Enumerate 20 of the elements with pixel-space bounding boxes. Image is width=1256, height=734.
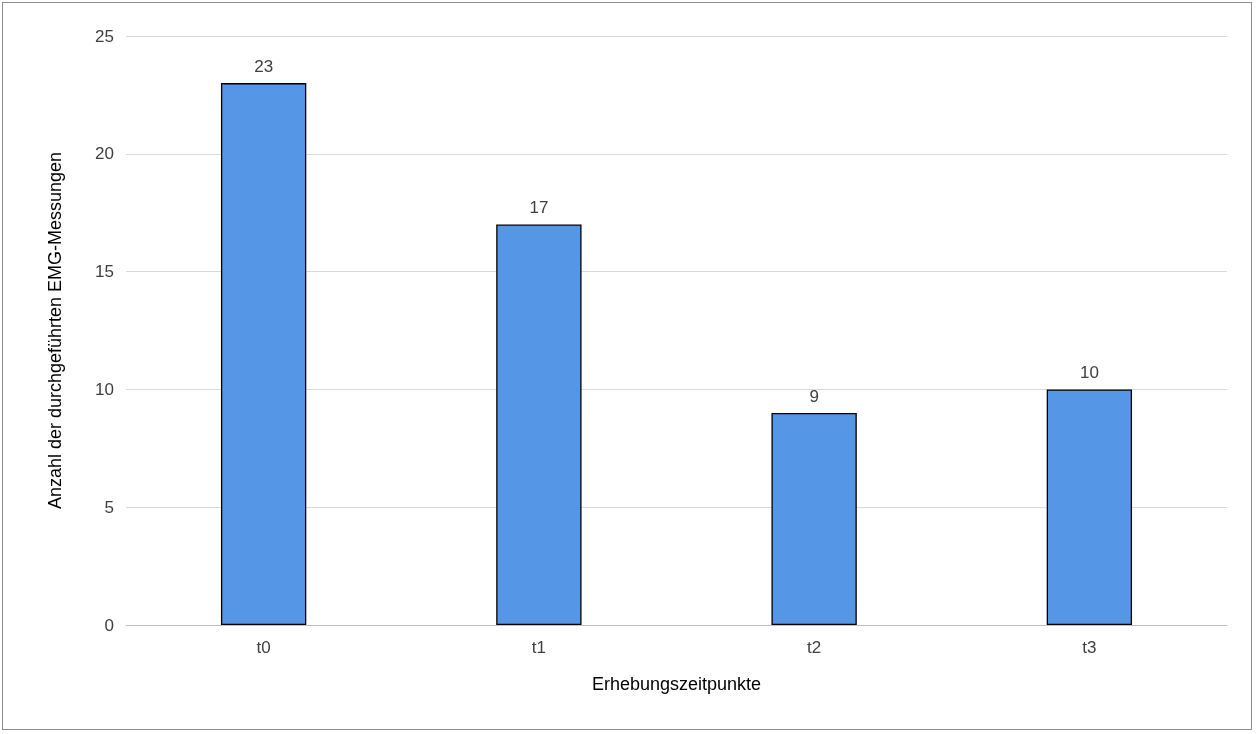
x-tick-label: t3 [1082,638,1097,657]
y-tick-label: 5 [104,497,114,517]
data-label: 10 [1079,363,1099,383]
data-label: 23 [254,57,274,77]
bar [220,83,307,625]
bar [771,412,857,625]
x-tick-label: t0 [256,638,271,657]
data-label: 9 [809,386,819,406]
bar [496,224,582,625]
data-label: 17 [529,198,549,218]
y-tick-label: 20 [95,144,114,164]
y-tick-label: 0 [104,615,114,635]
x-tick-label: t1 [531,638,546,657]
x-tick-label: t2 [807,638,822,657]
y-axis-title: Anzahl der durchgeführten EMG-Messungen [45,151,65,510]
y-tick-label: 15 [95,262,114,282]
y-tick-label: 25 [95,26,114,46]
bar [1046,389,1133,625]
x-axis-title: Erhebungszeitpunkte [591,674,762,694]
y-tick-label: 10 [95,379,114,399]
